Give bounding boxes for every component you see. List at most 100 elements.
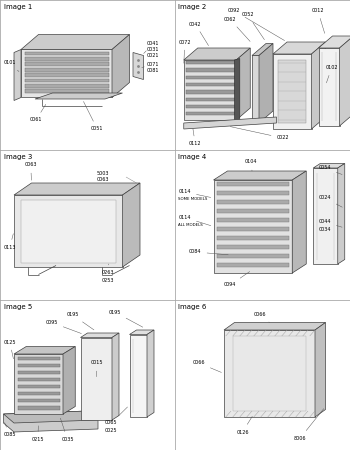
Text: 0126: 0126 [236, 416, 252, 435]
Polygon shape [80, 338, 112, 420]
Polygon shape [18, 399, 60, 402]
Polygon shape [147, 330, 154, 417]
Polygon shape [252, 55, 259, 123]
Polygon shape [224, 323, 326, 330]
Text: 0041: 0041 [144, 41, 160, 54]
Text: 0065: 0065 [105, 407, 127, 426]
Polygon shape [18, 371, 60, 374]
Polygon shape [130, 334, 147, 417]
Text: 0215: 0215 [32, 426, 44, 442]
Polygon shape [25, 84, 108, 88]
Polygon shape [278, 60, 306, 123]
Polygon shape [25, 57, 108, 61]
Polygon shape [224, 330, 315, 417]
Polygon shape [18, 364, 60, 367]
Polygon shape [273, 42, 326, 54]
Polygon shape [21, 199, 116, 262]
Polygon shape [4, 411, 98, 432]
Text: Image 4: Image 4 [178, 154, 207, 161]
Text: 0253: 0253 [102, 278, 114, 283]
Text: 0092: 0092 [228, 8, 285, 40]
Text: 0035: 0035 [61, 418, 74, 442]
Polygon shape [122, 183, 140, 267]
Polygon shape [217, 191, 289, 195]
Polygon shape [25, 79, 108, 82]
Polygon shape [4, 411, 98, 423]
Polygon shape [340, 36, 350, 126]
Polygon shape [25, 73, 108, 77]
Text: ALL MODELS: ALL MODELS [178, 223, 203, 227]
Text: 5003: 5003 [96, 171, 109, 176]
Polygon shape [184, 48, 250, 60]
Text: 0125: 0125 [4, 339, 16, 359]
Text: 0081: 0081 [147, 68, 160, 73]
Polygon shape [186, 76, 234, 79]
Polygon shape [25, 68, 108, 72]
Text: Image 5: Image 5 [4, 305, 32, 310]
Polygon shape [217, 182, 289, 186]
Text: 0114: 0114 [178, 215, 211, 225]
Text: Image 6: Image 6 [178, 305, 207, 310]
Polygon shape [18, 357, 60, 360]
Polygon shape [63, 346, 75, 414]
Text: 0015: 0015 [91, 360, 104, 377]
Text: 0061: 0061 [30, 104, 46, 122]
Polygon shape [14, 50, 21, 100]
Text: 0012: 0012 [312, 8, 325, 33]
Polygon shape [184, 60, 236, 120]
Text: 0066: 0066 [193, 360, 222, 373]
Text: 0021: 0021 [147, 53, 160, 58]
Text: 0104: 0104 [245, 159, 258, 171]
Polygon shape [186, 83, 234, 86]
Text: SOME MODELS: SOME MODELS [178, 198, 208, 202]
Text: 0022: 0022 [230, 126, 289, 140]
Polygon shape [14, 195, 122, 267]
Polygon shape [130, 330, 154, 334]
Polygon shape [313, 163, 345, 168]
Text: 0085: 0085 [4, 423, 16, 437]
Polygon shape [18, 378, 60, 381]
Text: 0063: 0063 [25, 162, 37, 180]
Polygon shape [184, 117, 276, 129]
Text: 0195: 0195 [108, 310, 143, 327]
Text: 0024: 0024 [318, 195, 342, 207]
Polygon shape [318, 36, 350, 48]
Text: 0034: 0034 [318, 227, 331, 232]
Text: 0102: 0102 [326, 65, 338, 83]
Text: 0031: 0031 [147, 47, 160, 52]
Polygon shape [234, 58, 240, 122]
Polygon shape [217, 245, 289, 249]
Polygon shape [186, 112, 234, 116]
Polygon shape [186, 90, 234, 94]
Text: Image 3: Image 3 [4, 154, 32, 161]
Text: 0101: 0101 [4, 60, 19, 72]
Polygon shape [112, 333, 119, 420]
Polygon shape [313, 168, 338, 264]
Polygon shape [217, 227, 289, 231]
Polygon shape [217, 218, 289, 222]
Text: 0063: 0063 [96, 177, 109, 183]
Polygon shape [214, 171, 306, 180]
Text: 8006: 8006 [294, 409, 324, 441]
Polygon shape [186, 68, 234, 72]
Polygon shape [292, 171, 306, 273]
Polygon shape [186, 98, 234, 101]
Text: 0054: 0054 [318, 166, 342, 175]
Polygon shape [35, 93, 122, 99]
Polygon shape [14, 183, 140, 195]
Text: 0112: 0112 [189, 129, 202, 147]
Text: 0051: 0051 [84, 102, 104, 131]
Polygon shape [318, 48, 340, 126]
Polygon shape [236, 48, 250, 120]
Polygon shape [252, 44, 273, 55]
Polygon shape [217, 209, 289, 213]
Text: 0071: 0071 [142, 62, 160, 68]
Text: 0072: 0072 [178, 40, 191, 63]
Polygon shape [259, 44, 273, 123]
Text: 0044: 0044 [318, 220, 342, 227]
Text: 0084: 0084 [189, 249, 228, 255]
Polygon shape [133, 53, 144, 80]
Polygon shape [14, 354, 63, 414]
Text: 0113: 0113 [4, 234, 16, 250]
Text: 0025: 0025 [105, 428, 118, 433]
